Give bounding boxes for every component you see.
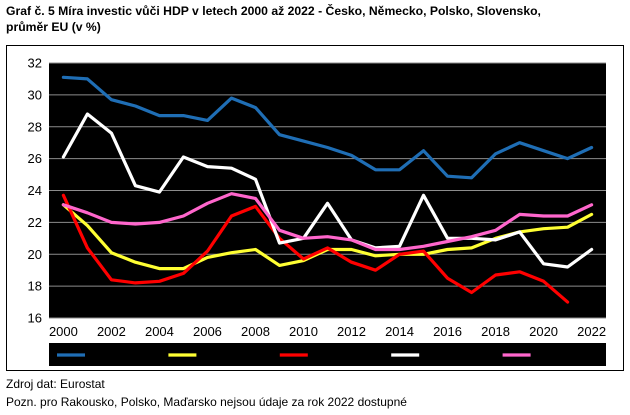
legend-label: Slovensko (422, 348, 482, 363)
y-tick-label: 16 (28, 311, 42, 326)
x-tick-label: 2000 (49, 324, 78, 339)
series-line (61, 75, 594, 180)
series-layer (61, 75, 594, 304)
y-tick-label: 30 (28, 87, 42, 102)
y-tick-label: 20 (28, 247, 42, 262)
x-tick-label: 2020 (529, 324, 558, 339)
legend-box (49, 343, 606, 366)
x-tick-label: 2008 (241, 324, 270, 339)
y-axis-ticks: 16 18 20 22 24 26 28 30 32 (28, 56, 42, 326)
y-tick-label: 18 (28, 279, 42, 294)
legend-label: Polsko (311, 348, 350, 363)
x-tick-label: 2016 (433, 324, 462, 339)
legend-label: EU 27 (534, 348, 570, 363)
y-tick-label: 22 (28, 215, 42, 230)
y-tick-label: 24 (28, 183, 42, 198)
x-tick-label: 2004 (145, 324, 174, 339)
series-line (61, 192, 594, 252)
x-tick-label: 2012 (337, 324, 366, 339)
series-line (61, 193, 570, 304)
footnote: Pozn. pro Rakousko, Polsko, Maďarsko nej… (6, 395, 407, 409)
y-tick-label: 28 (28, 119, 42, 134)
x-tick-label: 2014 (385, 324, 414, 339)
series-line (61, 112, 594, 269)
legend-label: Česko (88, 348, 125, 363)
x-tick-label: 2006 (193, 324, 222, 339)
chart-title: Graf č. 5 Míra investic vůči HDP v letec… (6, 4, 541, 34)
x-tick-label: 2022 (577, 324, 606, 339)
y-tick-label: 32 (28, 56, 42, 71)
x-tick-label: 2010 (289, 324, 318, 339)
legend-label: Německo (199, 348, 254, 363)
source-note: Zdroj dat: Eurostat (6, 377, 105, 391)
legend: Česko Německo Polsko Slovensko EU 27 (57, 348, 570, 363)
x-tick-label: 2002 (97, 324, 126, 339)
chart-container: 16 18 20 22 24 26 28 30 32 2000 2002 2004 2006 2008 2… (6, 45, 624, 371)
y-tick-label: 26 (28, 151, 42, 166)
x-axis-ticks: 2000 2002 2004 2006 2008 2010 2012 2014 2016 2018… (49, 324, 606, 339)
x-tick-label: 2018 (481, 324, 510, 339)
